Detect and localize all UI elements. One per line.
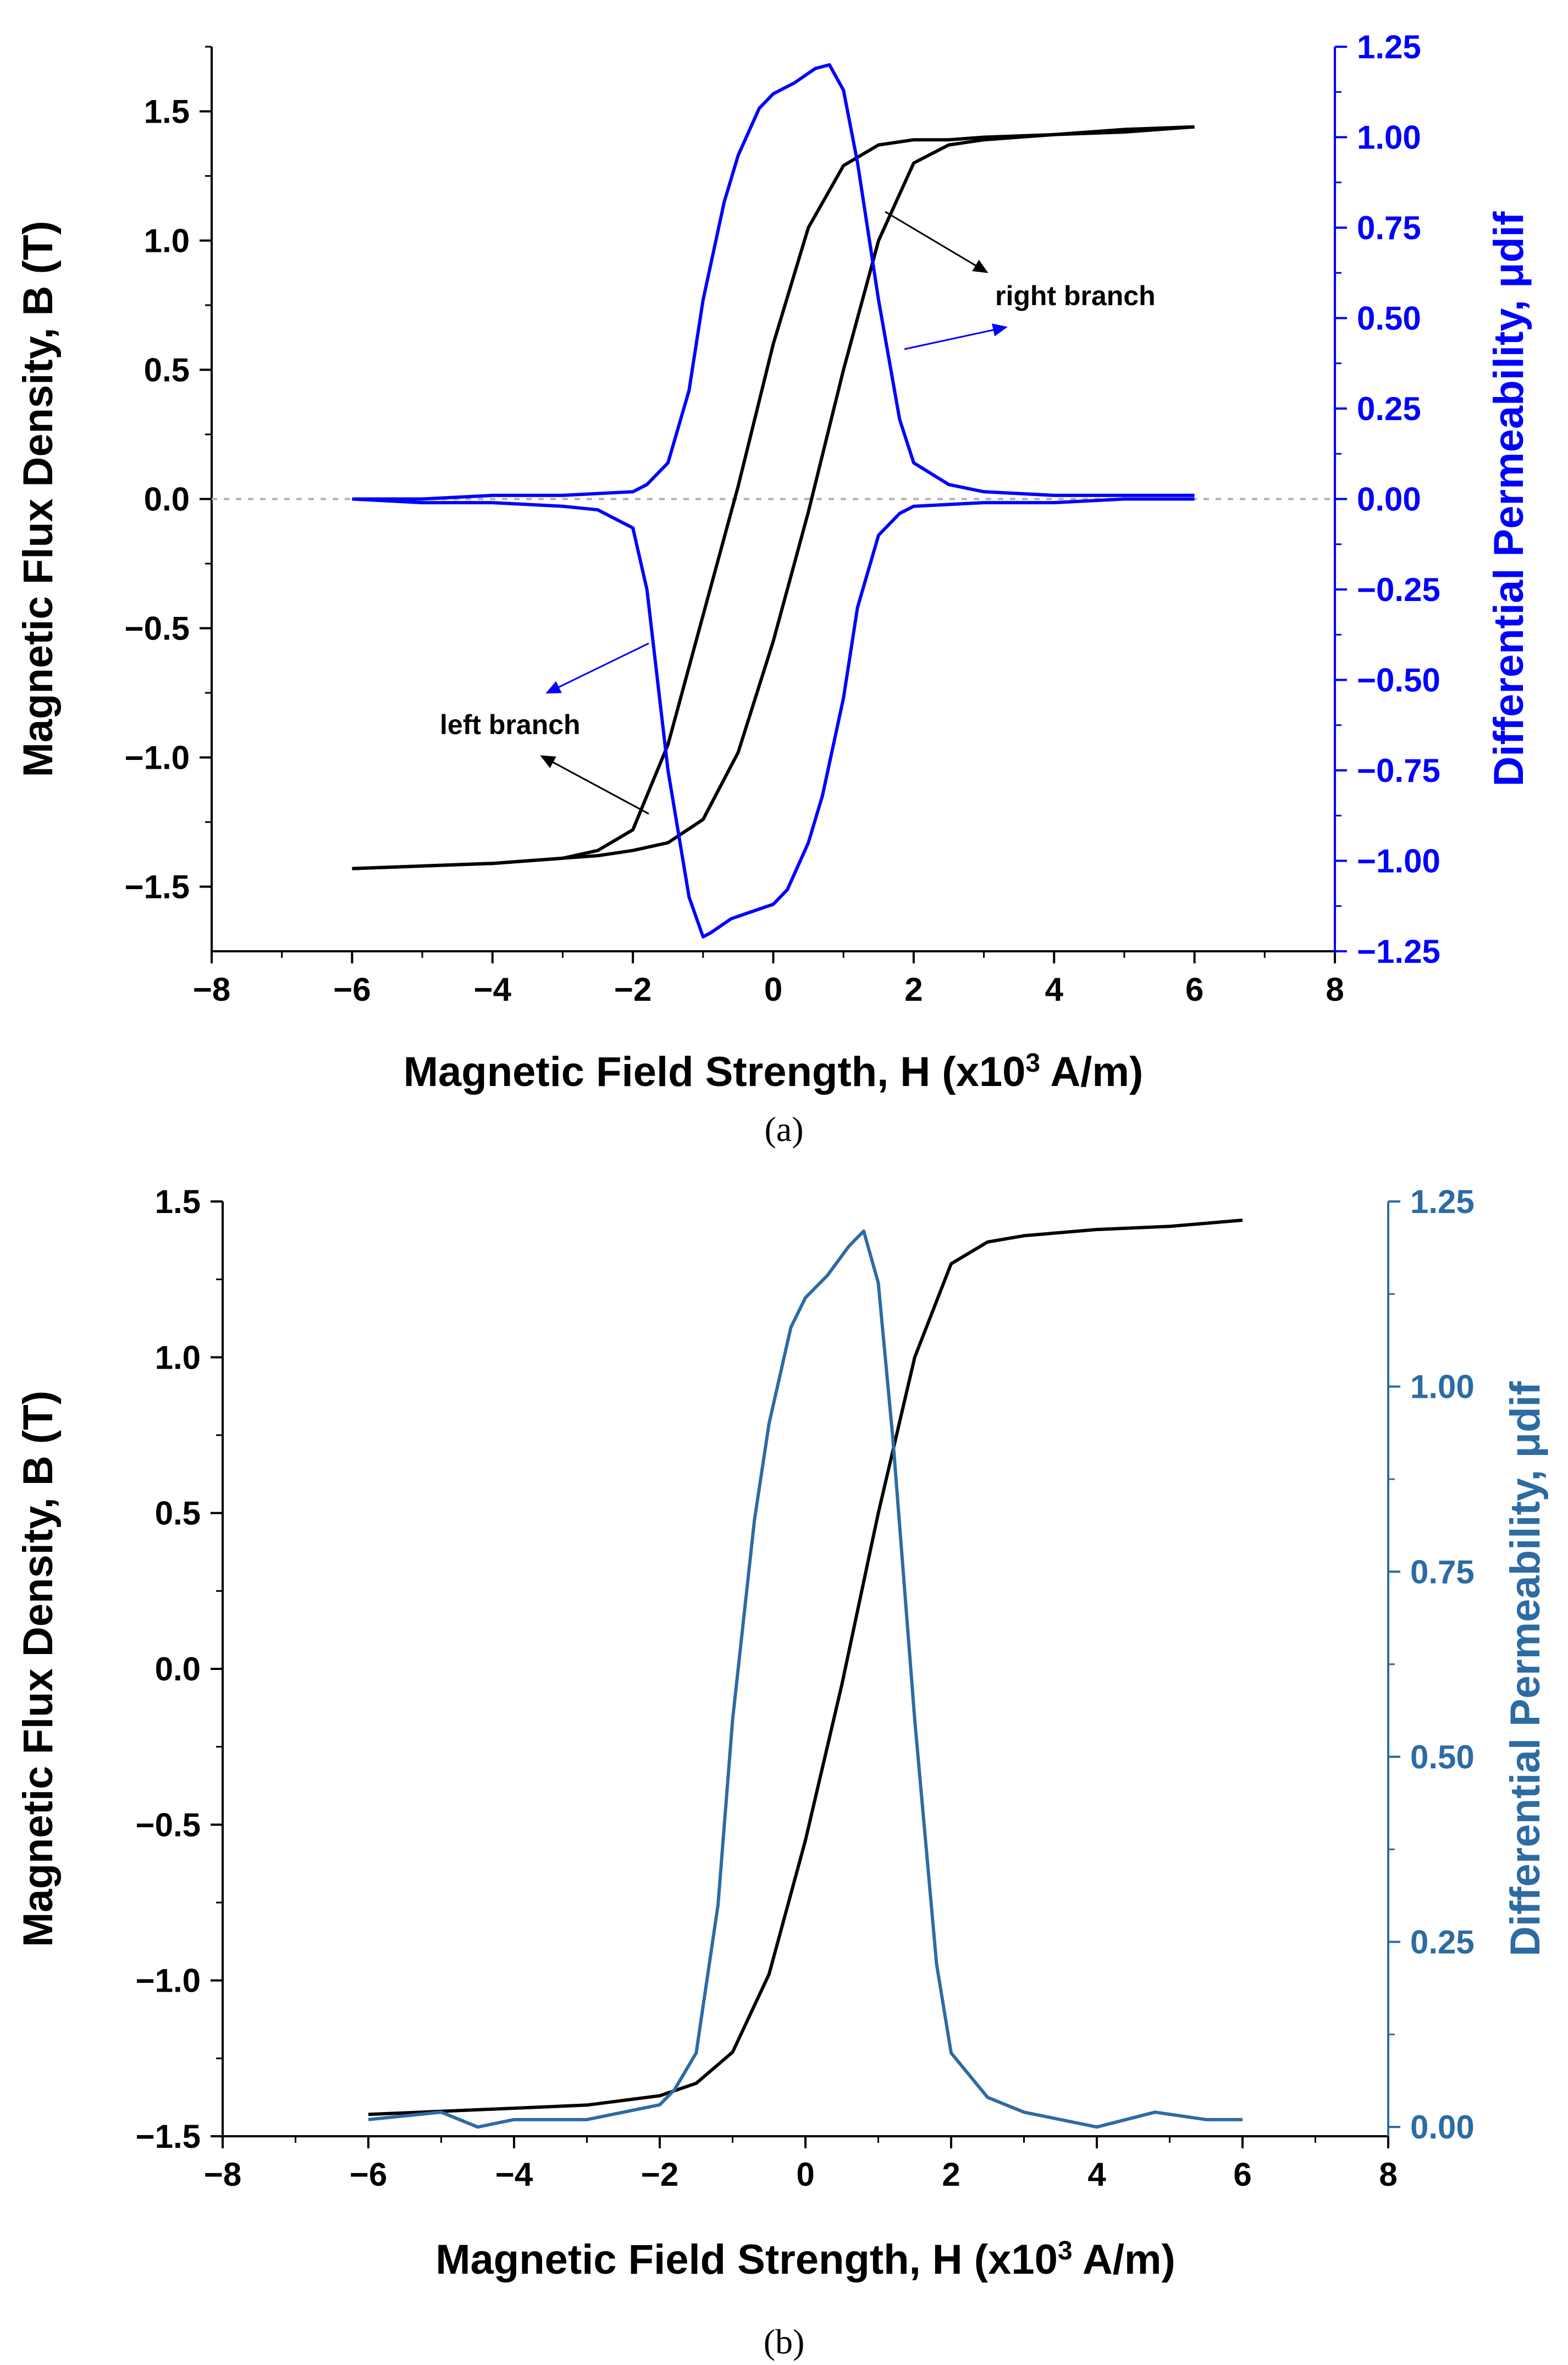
x-tick-label: −2 [614,971,652,1008]
y-right-tick-label: 1.00 [1410,1369,1475,1405]
panel-caption: (a) [764,1110,803,1149]
y-right-tick-label: 1.25 [1410,1183,1475,1220]
y-left-tick-label: 1.5 [155,1183,201,1220]
arrow-right-branch-permeability [904,323,1008,350]
x-tick-label: 6 [1185,971,1203,1008]
x-tick-label: 0 [796,2156,814,2193]
y-right-tick-label: −0.25 [1357,571,1440,608]
x-tick-label: 4 [1045,971,1064,1008]
panel-b: −8 −6 −4 −2 0 2 4 6 8 −1.5 −1.0 −0.5 0.0 0.5 1.0 1.5 0.0… [15,1183,1549,2361]
y-right-tick-label: 0.75 [1410,1553,1475,1590]
series-line-2 [352,63,1195,501]
y-right-axis-title: Differential Permeability, μdif [1486,211,1532,787]
x-axis-title: Magnetic Field Strength, H (x103 A/m) [404,1049,1144,1096]
y-right-tick-label: 1.25 [1357,29,1421,65]
arrow-left-branch-flux [540,755,649,815]
y-right-tick-label: −0.50 [1357,662,1440,699]
y-right-tick-label: 0.50 [1410,1739,1475,1776]
y-right-tick-label: −1.25 [1357,933,1440,970]
x-axis-title-sup: 3 [1025,1049,1040,1078]
y-right-tick-label: 0.25 [1410,1924,1475,1961]
y-left-axis-title: Magnetic Flux Density, B (T) [15,220,62,777]
annotation-left-branch: left branch [440,709,581,740]
x-tick-label: 8 [1379,2156,1397,2193]
x-tick-label: 2 [904,971,923,1008]
x-axis-title-suffix: A/m) [1040,1049,1143,1095]
series-line-0 [352,125,1195,870]
y-left-tick-label: 1.0 [155,1339,201,1376]
x-tick-label: −8 [193,971,230,1008]
y-right-tick-label: 0.00 [1410,2109,1475,2146]
arrow-left-branch-permeability [545,642,649,694]
y-left-tick-label: −0.5 [136,1806,201,1843]
y-right-tick-label: −0.75 [1357,752,1440,789]
x-tick-label: 8 [1326,971,1344,1008]
y-left-tick-label: 0.5 [155,1495,201,1532]
x-tick-label: −6 [350,2156,387,2193]
y-right-tick-label: 0.75 [1357,210,1421,246]
y-left-tick-label: 0.0 [144,481,190,518]
x-axis-title-suffix: A/m) [1073,2236,1175,2283]
panel-caption: (b) [764,2322,805,2361]
x-tick-label: 0 [764,971,782,1008]
x-tick-label: −8 [204,2156,241,2193]
y-left-tick-label: −1.5 [136,2118,201,2155]
y-left-tick-label: 0.0 [155,1651,201,1688]
x-axis-title: Magnetic Field Strength, H (x103 A/m) [435,2236,1175,2284]
series-line-0 [368,1219,1243,2116]
y-right-tick-label: 0.50 [1357,300,1421,337]
y-left-tick-label: −0.5 [125,610,190,647]
x-axis-title-main: Magnetic Field Strength, H (x10 [435,2236,1058,2283]
x-tick-label: −2 [641,2156,678,2193]
y-left-tick-label: 1.0 [144,223,190,260]
series-line-1 [352,125,1195,870]
y-left-tick-label: 1.5 [144,93,190,130]
panel-a: −8 −6 −4 −2 0 2 4 6 8 −1.5 −1.0 −0.5 0.0 0.5 1.0 1.5 −1.… [15,29,1532,1149]
y-left-tick-label: 0.5 [144,352,190,389]
x-axis-title-main: Magnetic Field Strength, H (x10 [404,1049,1026,1095]
arrow-right-branch-flux [885,211,989,273]
x-tick-label: −4 [495,2156,533,2193]
y-left-tick-label: −1.0 [125,740,190,776]
y-left-tick-label: −1.0 [136,1962,201,1999]
y-right-tick-label: 0.25 [1357,390,1421,427]
series-line-1 [368,1229,1243,2129]
y-right-tick-label: −1.00 [1357,843,1440,880]
x-tick-label: −6 [333,971,371,1008]
y-left-tick-label: −1.5 [125,869,190,906]
x-tick-label: 4 [1087,2156,1106,2193]
y-right-tick-label: 1.00 [1357,119,1421,156]
x-tick-label: 2 [942,2156,960,2193]
y-right-tick-label: 0.00 [1357,481,1421,518]
x-tick-label: −4 [474,971,512,1008]
annotation-right-branch: right branch [995,280,1156,311]
y-left-axis-title: Magnetic Flux Density, B (T) [15,1391,62,1947]
x-tick-label: 6 [1233,2156,1251,2193]
x-axis-title-sup: 3 [1058,2236,1073,2265]
y-right-axis-title: Differential Permeability, μdif [1502,1381,1549,1956]
series-line-3 [352,497,1195,939]
